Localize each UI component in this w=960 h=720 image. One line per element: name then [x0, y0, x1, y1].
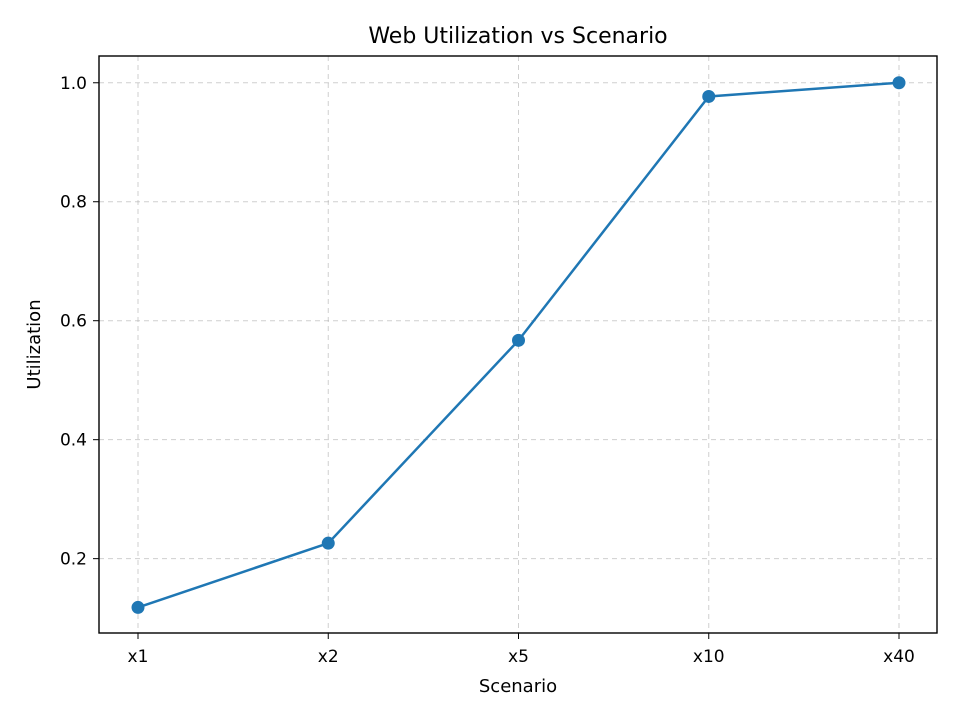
data-point — [512, 333, 525, 347]
x-tick-label: x10 — [693, 647, 725, 667]
data-point — [321, 536, 335, 550]
chart-title: Web Utilization vs Scenario — [368, 24, 667, 49]
y-tick-label: 1.0 — [60, 74, 87, 94]
y-tick-label: 0.4 — [60, 431, 87, 451]
series-layer — [131, 76, 906, 614]
x-tick-label: x40 — [883, 647, 915, 667]
x-axis-label: Scenario — [479, 676, 557, 697]
y-tick-label: 0.2 — [60, 550, 87, 570]
y-tick-label: 0.6 — [60, 312, 87, 332]
x-tick-label: x1 — [128, 647, 149, 667]
axes: x1 x2 x5 x10 x40 0.2 0.4 0.6 0.8 1.0 — [60, 74, 915, 667]
x-tick-label: x5 — [508, 647, 529, 667]
data-point — [892, 76, 906, 90]
y-axis-label: Utilization — [24, 299, 45, 389]
data-point — [131, 600, 145, 614]
y-tick-label: 0.8 — [60, 193, 87, 213]
x-tick-label: x2 — [318, 647, 339, 667]
data-point — [702, 89, 716, 103]
